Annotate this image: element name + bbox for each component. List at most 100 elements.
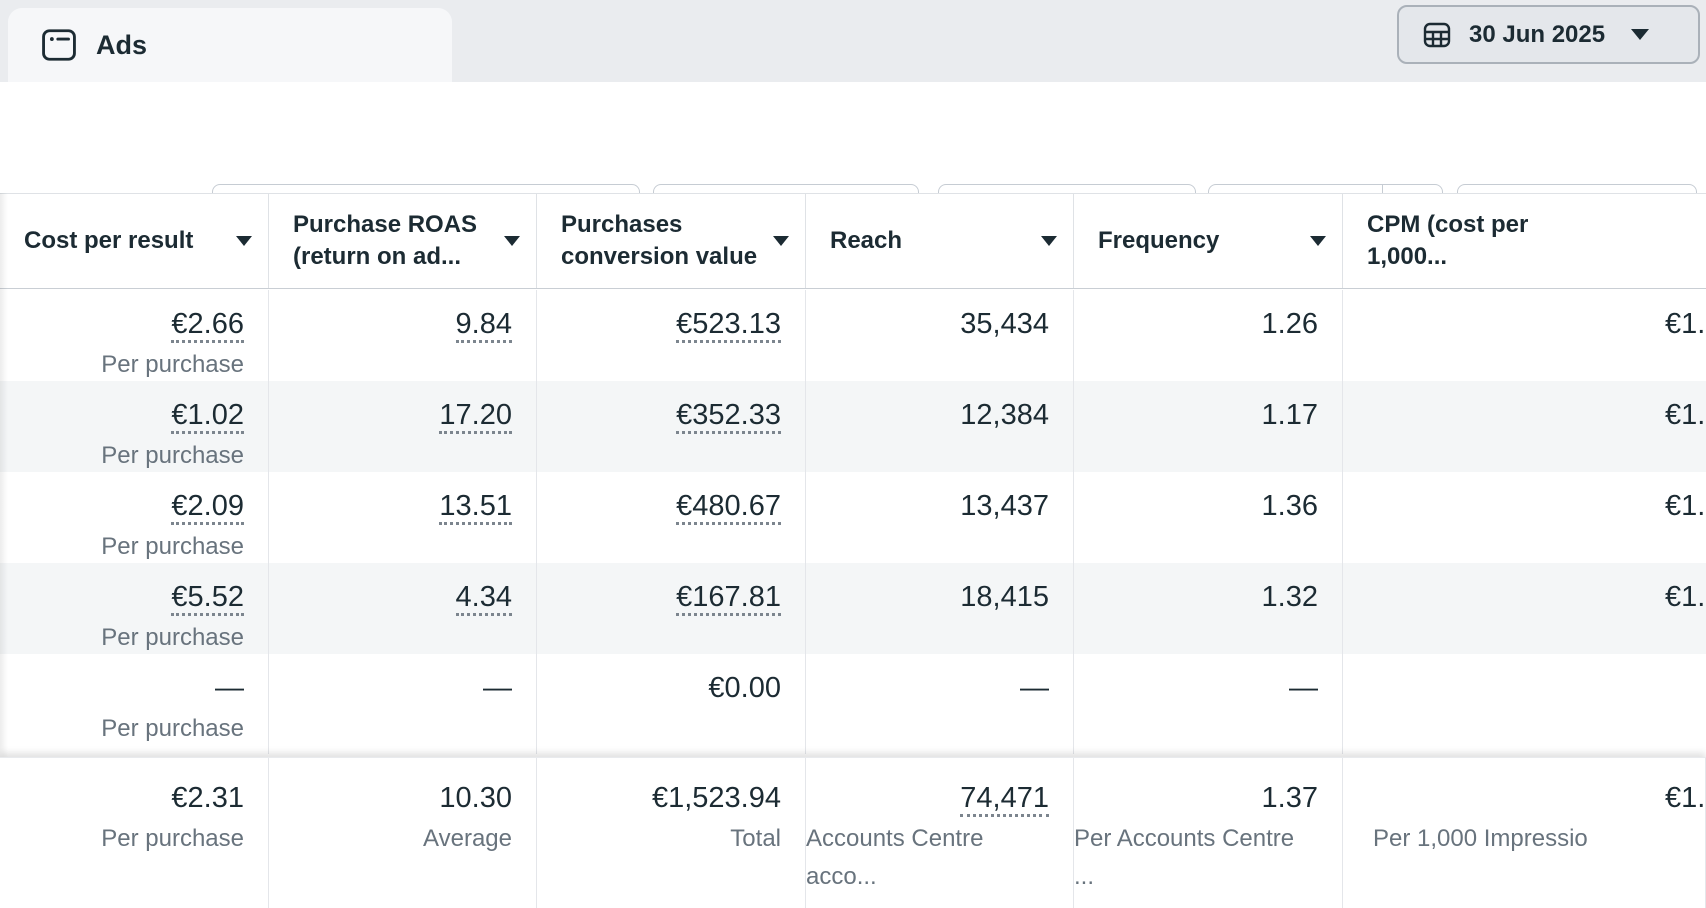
reach-value: 12,384	[960, 399, 1049, 431]
caret-down-icon[interactable]	[773, 236, 789, 246]
summary-conversion-value: €1,523.94 Total	[537, 758, 806, 908]
frequency-value: 1.36	[1261, 490, 1318, 522]
reach-value: 18,415	[960, 581, 1049, 613]
conversion-value[interactable]: €523.13	[676, 308, 781, 343]
column-header-frequency[interactable]: Frequency	[1074, 194, 1343, 288]
reach-value: 13,437	[960, 490, 1049, 522]
tab-strip: Ads 30 Jun 2025	[0, 0, 1706, 82]
summary-purchase-roas: 10.30 Average	[269, 758, 537, 908]
frequency-value: —	[1289, 672, 1318, 704]
summary-cpm-value: €1.	[1665, 782, 1706, 814]
tab-ads[interactable]: Ads	[8, 8, 452, 82]
frequency-value: 1.32	[1261, 581, 1318, 613]
summary-reach-value[interactable]: 74,471	[960, 782, 1049, 817]
summary-cost-sublabel: Per purchase	[101, 825, 244, 852]
cell-reach: 35,434	[806, 290, 1074, 384]
cell-reach: 13,437	[806, 472, 1074, 566]
column-label: Purchases conversion value	[561, 211, 758, 270]
purchase-roas-value[interactable]: 9.84	[455, 308, 512, 343]
date-range-label: 30 Jun 2025	[1469, 20, 1606, 48]
cost-per-result-value[interactable]: €2.66	[171, 308, 244, 343]
summary-cost-per-result: €2.31 Per purchase	[0, 758, 269, 908]
cost-per-result-sublabel: Per purchase	[101, 351, 244, 378]
cost-per-result-value[interactable]: €2.09	[171, 490, 244, 525]
column-header-purchases-conversion-value[interactable]: Purchases conversion value	[537, 194, 806, 288]
cell-purchases-conversion-value: €0.00	[537, 654, 806, 754]
summary-cost-value: €2.31	[171, 782, 244, 814]
summary-row: €2.31 Per purchase 10.30 Average €1,523.…	[0, 757, 1706, 908]
purchase-roas-value: —	[483, 672, 512, 704]
conversion-value[interactable]: €167.81	[676, 581, 781, 616]
cell-purchase-roas: 9.84	[269, 290, 537, 384]
cell-frequency: —	[1074, 654, 1343, 754]
caret-down-icon[interactable]	[236, 236, 252, 246]
cost-per-result-value[interactable]: €5.52	[171, 581, 244, 616]
date-range-button[interactable]: 30 Jun 2025	[1397, 5, 1700, 64]
conversion-value[interactable]: €352.33	[676, 399, 781, 434]
cpm-value: €1.9	[1665, 490, 1706, 522]
caret-down-icon[interactable]	[1041, 236, 1057, 246]
conversion-value[interactable]: €480.67	[676, 490, 781, 525]
cost-per-result-value[interactable]: €1.02	[171, 399, 244, 434]
purchase-roas-value[interactable]: 4.34	[455, 581, 512, 616]
cell-reach: 12,384	[806, 381, 1074, 475]
cost-per-result-value: —	[215, 672, 244, 704]
cell-cpm: €1.	[1343, 563, 1706, 657]
toolbar: More Columns: Conversions Breakdown	[0, 82, 1706, 240]
purchase-roas-value[interactable]: 17.20	[439, 399, 512, 434]
column-label: Cost per result	[24, 227, 194, 254]
reach-value: —	[1020, 672, 1049, 704]
caret-down-icon[interactable]	[1310, 236, 1326, 246]
summary-reach: 74,471 Accounts Centre acco...	[806, 758, 1074, 908]
summary-frequency: 1.37 Per Accounts Centre ...	[1074, 758, 1343, 908]
cell-cost-per-result: €5.52 Per purchase	[0, 563, 269, 657]
table-row: €5.52 Per purchase 4.34 €167.81 18,415 1…	[0, 563, 1706, 657]
cpm-value: €1.	[1665, 581, 1706, 613]
purchase-roas-value[interactable]: 13.51	[439, 490, 512, 525]
cell-cost-per-result: €2.66 Per purchase	[0, 290, 269, 384]
frequency-value: 1.26	[1261, 308, 1318, 340]
table-header: Cost per result Purchase ROAS (return on…	[0, 193, 1706, 289]
cost-per-result-sublabel: Per purchase	[101, 715, 244, 742]
summary-cpm-sublabel: Per 1,000 Impressio	[1373, 825, 1588, 852]
cell-purchases-conversion-value: €167.81	[537, 563, 806, 657]
frequency-value: 1.17	[1261, 399, 1318, 431]
summary-cpm: €1. Per 1,000 Impressio	[1343, 758, 1706, 908]
caret-down-icon[interactable]	[504, 236, 520, 246]
cost-per-result-sublabel: Per purchase	[101, 533, 244, 560]
table-row: €2.09 Per purchase 13.51 €480.67 13,437 …	[0, 472, 1706, 566]
cell-cost-per-result: €1.02 Per purchase	[0, 381, 269, 475]
tab-label: Ads	[96, 29, 148, 60]
column-header-cost-per-result[interactable]: Cost per result	[0, 194, 269, 288]
summary-conversion-value: €1,523.94	[651, 782, 781, 814]
table-row: — Per purchase — €0.00 — —	[0, 654, 1706, 754]
column-header-cpm[interactable]: CPM (cost per 1,000...	[1343, 194, 1706, 288]
cell-frequency: 1.26	[1074, 290, 1343, 384]
cell-purchase-roas: 13.51	[269, 472, 537, 566]
cell-frequency: 1.32	[1074, 563, 1343, 657]
cell-purchase-roas: —	[269, 654, 537, 754]
cell-cpm	[1343, 654, 1706, 754]
cell-reach: 18,415	[806, 563, 1074, 657]
cost-per-result-sublabel: Per purchase	[101, 442, 244, 469]
cell-cost-per-result: €2.09 Per purchase	[0, 472, 269, 566]
column-label: Purchase ROAS (return on ad...	[293, 211, 478, 270]
summary-frequency-sublabel: Per Accounts Centre ...	[1074, 825, 1295, 890]
cell-frequency: 1.36	[1074, 472, 1343, 566]
summary-conversion-sublabel: Total	[730, 825, 781, 852]
reach-value: 35,434	[960, 308, 1049, 340]
table-row: €2.66 Per purchase 9.84 €523.13 35,434 1…	[0, 290, 1706, 384]
column-header-purchase-roas[interactable]: Purchase ROAS (return on ad...	[269, 194, 537, 288]
column-label: Reach	[830, 227, 903, 254]
conversion-value: €0.00	[708, 672, 781, 704]
column-header-reach[interactable]: Reach	[806, 194, 1074, 288]
calendar-icon	[1421, 19, 1453, 51]
cell-purchase-roas: 4.34	[269, 563, 537, 657]
cell-purchases-conversion-value: €352.33	[537, 381, 806, 475]
summary-frequency-value: 1.37	[1261, 782, 1318, 814]
summary-roas-value: 10.30	[439, 782, 512, 814]
cell-purchase-roas: 17.20	[269, 381, 537, 475]
cell-frequency: 1.17	[1074, 381, 1343, 475]
cell-purchases-conversion-value: €480.67	[537, 472, 806, 566]
cell-purchases-conversion-value: €523.13	[537, 290, 806, 384]
